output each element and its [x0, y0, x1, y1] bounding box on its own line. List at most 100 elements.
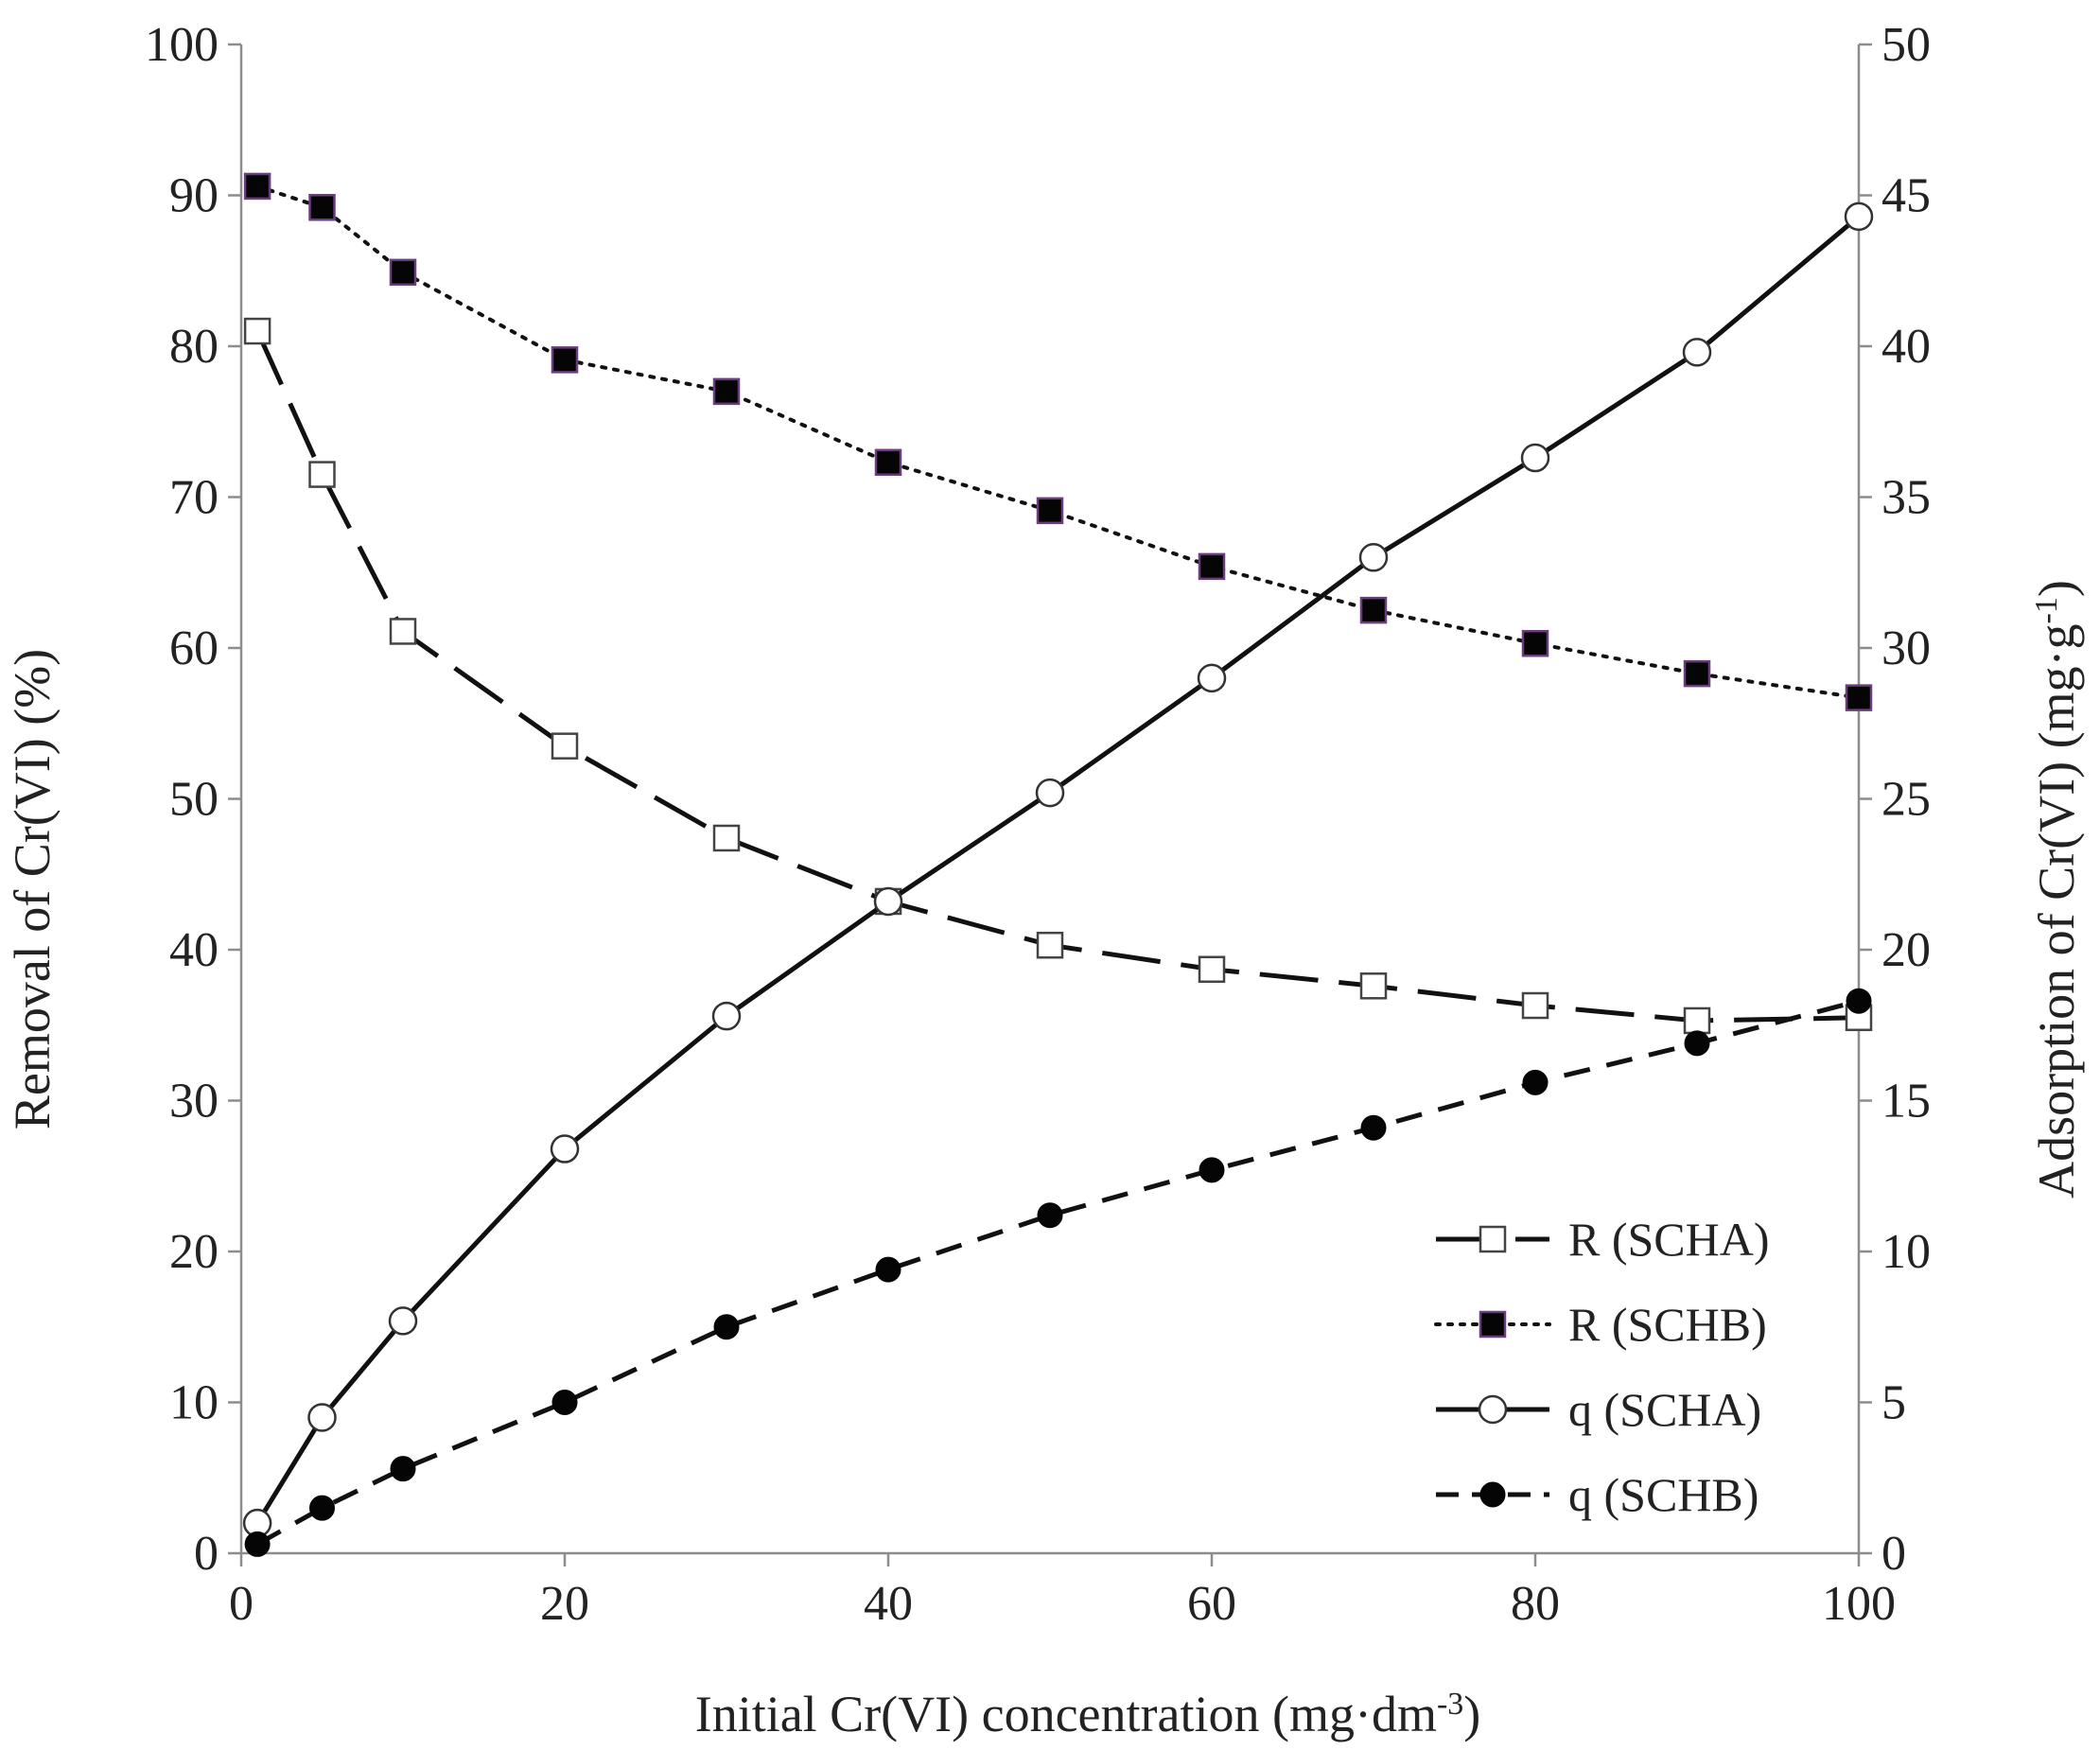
data-point-marker [308, 194, 336, 221]
data-point-marker [309, 1495, 335, 1521]
x-tick-label: 0 [229, 1577, 254, 1631]
data-point-marker [1683, 1006, 1711, 1035]
data-point-marker [1359, 596, 1388, 624]
series-q-schb [244, 988, 1872, 1557]
x-tick-label: 20 [540, 1577, 589, 1631]
data-point-marker [1844, 201, 1874, 232]
x-axis-title-main: Initial Cr(VI) concentration (mg·dm [695, 1686, 1437, 1742]
y-left-tick-label: 30 [169, 1075, 219, 1129]
data-point-marker [1478, 1394, 1508, 1425]
y-right-tick-label: 20 [1881, 923, 1931, 977]
data-point-marker [1845, 684, 1873, 711]
data-point-marker [1035, 778, 1065, 808]
y-right-axis-title: Adsorption of Cr(VI) (mg·g-1) [2028, 580, 2085, 1199]
data-point-marker [713, 1314, 740, 1340]
data-point-marker [1198, 955, 1226, 983]
data-point-marker [1036, 931, 1064, 959]
axes-group: 0102030405060708090100051015202530354045… [145, 18, 1931, 1631]
data-point-marker [1199, 1157, 1225, 1183]
x-tick-label: 100 [1822, 1577, 1896, 1631]
y-right-tick-label: 25 [1881, 773, 1931, 827]
y-left-tick-label: 40 [169, 923, 219, 977]
x-axis-title: Initial Cr(VI) concentration (mg·dm-3) [695, 1686, 1481, 1742]
data-point-marker [712, 824, 741, 852]
y-right-axis-title-superscript: -1 [2029, 597, 2064, 623]
data-point-marker [1521, 991, 1549, 1020]
y-left-tick-label: 100 [145, 18, 219, 72]
legend-item: R (SCHA) [1436, 1213, 1770, 1266]
y-left-tick-label: 10 [169, 1376, 219, 1430]
data-point-marker [712, 377, 741, 406]
data-point-marker [1479, 1310, 1507, 1339]
data-point-marker [308, 461, 336, 488]
data-point-marker [1358, 543, 1389, 572]
data-point-marker [389, 258, 417, 287]
data-point-marker [1479, 1225, 1507, 1253]
x-axis-title-superscript: -3 [1437, 1687, 1463, 1722]
data-point-marker [1846, 988, 1872, 1014]
data-point-marker [1521, 629, 1549, 657]
data-point-marker [1197, 663, 1227, 693]
x-tick-label: 40 [864, 1577, 913, 1631]
data-point-marker [1036, 497, 1064, 525]
legend-label: q (SCHB) [1568, 1468, 1759, 1521]
series-layer [242, 172, 1874, 1557]
data-point-marker [551, 346, 579, 374]
data-point-marker [243, 317, 271, 345]
series-line [254, 214, 1861, 1525]
data-point-marker [1683, 659, 1711, 688]
y-right-tick-label: 10 [1881, 1225, 1931, 1279]
legend-label: R (SCHB) [1568, 1298, 1767, 1351]
series-line [254, 329, 1860, 1024]
y-right-tick-label: 30 [1881, 621, 1931, 675]
y-right-axis-title-end: ) [2028, 580, 2085, 597]
x-tick-label: 80 [1511, 1577, 1560, 1631]
x-tick-label: 60 [1187, 1577, 1236, 1631]
data-point-marker [307, 1403, 337, 1432]
y-right-tick-label: 50 [1881, 18, 1931, 72]
data-point-marker [711, 1001, 742, 1031]
data-point-marker [1522, 1069, 1549, 1095]
legend-label: q (SCHA) [1568, 1383, 1761, 1436]
y-left-tick-label: 80 [169, 320, 219, 374]
data-point-marker [1479, 1481, 1506, 1508]
y-left-tick-label: 0 [194, 1527, 219, 1581]
legend-item: R (SCHB) [1434, 1298, 1767, 1351]
series-r-scha [243, 317, 1873, 1035]
data-point-marker [874, 448, 902, 477]
legend-item: q (SCHB) [1436, 1468, 1759, 1521]
data-point-marker [243, 172, 271, 201]
legend-item: q (SCHA) [1436, 1383, 1761, 1436]
y-left-tick-label: 90 [169, 169, 219, 223]
data-point-marker [1198, 552, 1226, 581]
data-point-marker [389, 618, 417, 645]
y-right-tick-label: 45 [1881, 169, 1931, 223]
data-point-marker [873, 886, 903, 917]
y-left-tick-label: 60 [169, 621, 219, 675]
data-point-marker [244, 1531, 271, 1557]
y-left-tick-label: 70 [169, 471, 219, 525]
data-point-marker [1037, 1202, 1063, 1229]
legend: R (SCHA) R (SCHB) q (SCHA) q (SCHB) [1434, 1213, 1770, 1521]
y-left-tick-label: 50 [169, 773, 219, 827]
x-axis-title-end: ) [1463, 1686, 1480, 1742]
data-point-marker [1684, 1030, 1710, 1057]
data-point-marker [390, 1456, 416, 1482]
data-point-marker [1360, 1114, 1387, 1141]
data-point-marker [1359, 972, 1388, 1000]
y-right-tick-label: 0 [1881, 1527, 1906, 1581]
series-q-scha [242, 201, 1874, 1538]
data-point-marker [1682, 338, 1712, 367]
data-point-marker [550, 1134, 580, 1164]
series-line [255, 184, 1861, 700]
data-point-marker [1520, 443, 1550, 473]
data-point-marker [551, 1390, 578, 1415]
data-point-marker [551, 732, 579, 760]
y-left-tick-label: 20 [169, 1225, 219, 1279]
y-right-axis-title-main: Adsorption of Cr(VI) (mg·g [2028, 623, 2085, 1198]
data-point-marker [388, 1306, 418, 1336]
series-r-schb [243, 172, 1873, 711]
y-right-tick-label: 15 [1881, 1075, 1931, 1129]
y-right-tick-label: 35 [1881, 471, 1931, 525]
